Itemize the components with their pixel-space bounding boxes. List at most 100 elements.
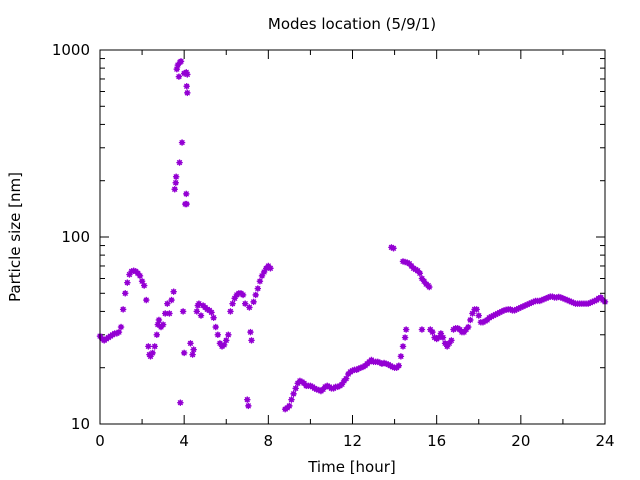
data-point: [151, 343, 158, 350]
data-point: [225, 331, 232, 338]
data-point: [145, 343, 152, 350]
data-point: [180, 349, 188, 357]
data-point: [286, 402, 293, 410]
y-tick-label: 1000: [52, 41, 90, 59]
data-point: [402, 326, 410, 333]
data-point: [175, 73, 183, 80]
data-point: [246, 304, 253, 311]
data-point: [122, 290, 129, 297]
data-point: [164, 300, 171, 307]
data-point: [399, 343, 407, 350]
data-point: [189, 351, 196, 358]
x-tick-label: 8: [264, 432, 274, 450]
data-point: [245, 402, 252, 410]
data-point: [429, 328, 436, 336]
data-point: [149, 349, 156, 357]
data-point: [195, 300, 203, 307]
data-point: [140, 282, 148, 289]
scatter-points: [96, 58, 609, 413]
data-point: [147, 353, 154, 360]
data-point: [180, 70, 188, 77]
data-point: [190, 346, 197, 353]
data-point: [439, 334, 447, 341]
data-point: [239, 291, 247, 299]
data-point: [187, 340, 194, 347]
x-axis-label: Time [hour]: [307, 458, 396, 476]
data-point: [267, 265, 274, 272]
data-point: [397, 353, 405, 360]
data-point: [342, 375, 350, 382]
axis-tick-labels: 0 4 8 12 16 20 24 10 100 1000: [52, 41, 615, 450]
data-point: [197, 312, 205, 319]
data-point: [172, 179, 179, 186]
data-point: [416, 270, 424, 277]
data-point: [418, 326, 426, 333]
data-point: [153, 331, 161, 338]
data-point: [184, 89, 191, 97]
x-tick-label: 20: [511, 432, 530, 450]
data-point: [465, 323, 472, 331]
data-point: [172, 173, 180, 180]
data-point: [229, 300, 236, 307]
data-point: [448, 337, 455, 344]
data-point: [288, 396, 295, 403]
y-tick-label: 10: [71, 415, 90, 433]
data-point: [136, 272, 144, 280]
x-tick-label: 12: [343, 432, 362, 450]
data-point: [170, 288, 177, 295]
chart-title: Modes location (5/9/1): [268, 15, 436, 33]
x-tick-label: 24: [595, 432, 614, 450]
x-tick-label: 4: [179, 432, 189, 450]
data-point: [159, 321, 167, 328]
y-axis-label: Particle size [nm]: [6, 172, 24, 302]
data-point: [143, 296, 150, 304]
data-point: [155, 316, 163, 324]
data-point: [254, 285, 262, 292]
data-point: [179, 308, 187, 315]
plot-frame: [99, 49, 606, 425]
data-point: [473, 306, 480, 313]
data-point: [256, 278, 264, 285]
data-point: [166, 310, 173, 317]
data-point: [119, 306, 127, 313]
data-point: [177, 399, 184, 406]
data-point: [193, 308, 200, 315]
data-point: [252, 291, 259, 299]
data-point: [227, 308, 234, 315]
data-point: [171, 186, 178, 193]
data-point: [247, 328, 254, 336]
data-point: [223, 337, 230, 344]
data-point: [162, 310, 169, 317]
data-point: [138, 278, 146, 285]
data-point: [401, 334, 409, 341]
data-point: [426, 283, 433, 291]
x-tick-label: 0: [95, 432, 105, 450]
data-point: [244, 396, 251, 403]
x-tick-label: 16: [427, 432, 446, 450]
data-point: [115, 328, 123, 336]
data-point: [178, 139, 186, 146]
data-point: [427, 326, 434, 333]
data-point: [475, 312, 482, 319]
data-point: [168, 296, 175, 304]
data-point: [177, 58, 185, 65]
data-point: [183, 83, 190, 90]
data-point: [208, 309, 215, 316]
data-point: [176, 159, 183, 166]
data-point: [467, 316, 474, 324]
data-point: [248, 337, 255, 344]
data-point: [124, 279, 131, 286]
data-point: [183, 190, 190, 198]
data-point: [395, 362, 402, 369]
data-point: [183, 200, 190, 208]
data-point: [212, 323, 219, 331]
data-point: [250, 298, 257, 306]
data-point: [210, 314, 217, 321]
data-point: [292, 385, 299, 392]
data-point: [390, 245, 397, 252]
y-tick-label: 100: [61, 228, 90, 246]
data-point: [241, 300, 249, 307]
data-point: [290, 390, 297, 398]
data-point: [117, 323, 125, 331]
